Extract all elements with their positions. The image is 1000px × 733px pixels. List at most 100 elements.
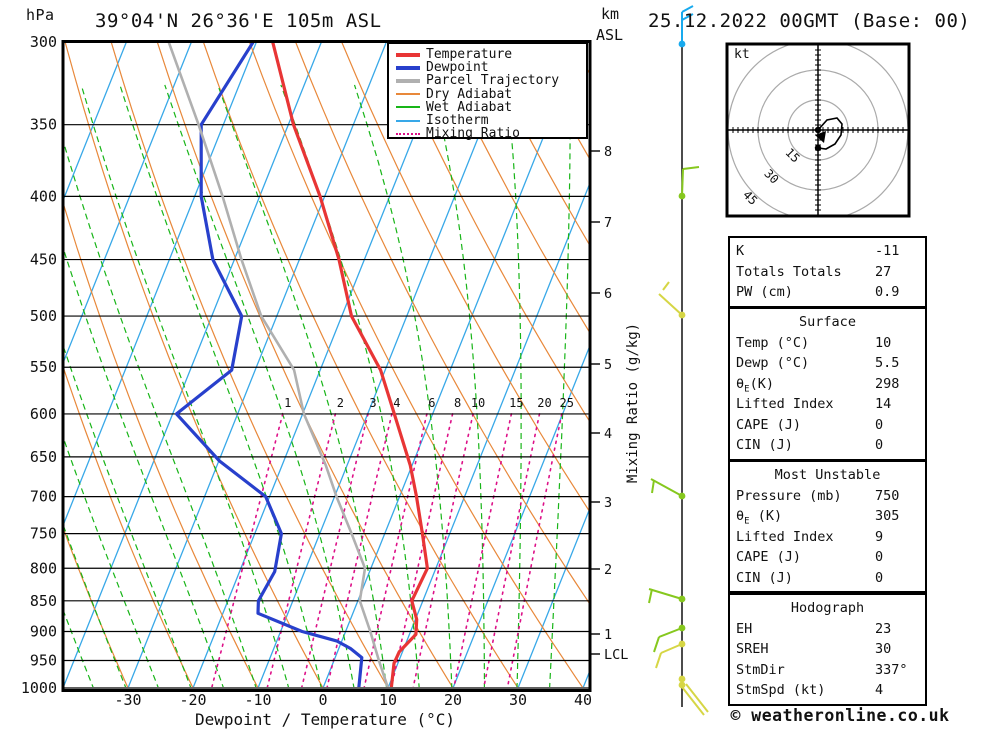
table-row-label: CIN (J) xyxy=(736,569,793,586)
legend-item-label: Mixing Ratio xyxy=(426,126,520,142)
table-row: θE(K) 298 xyxy=(730,374,925,395)
wind-barb-stroke xyxy=(648,588,653,604)
temp-tick-label: 0 xyxy=(318,691,327,709)
table-row-label: CAPE (J) xyxy=(736,549,802,565)
mixing-ratio-label: 2 xyxy=(337,396,344,410)
wet-adiabat-line xyxy=(64,437,159,687)
table-row-value: 298 xyxy=(875,375,900,392)
isotherm-line xyxy=(64,43,192,363)
mixing-ratio-label: 1 xyxy=(284,396,291,410)
legend-item: Dry Adiabat xyxy=(389,86,586,102)
km-tick-label: 3 xyxy=(604,495,612,511)
table-row-value: 0 xyxy=(875,437,884,453)
table-row-label: CAPE (J) xyxy=(736,416,802,433)
wind-barb xyxy=(658,281,686,319)
table-row-label: CIN (J) xyxy=(736,437,793,453)
wind-barb-stroke xyxy=(681,686,705,716)
dry-adiabat-line xyxy=(433,43,589,333)
pressure-tick-label: 750 xyxy=(30,525,57,543)
table-row: Dewp (°C) 5.5 xyxy=(730,353,925,374)
altitude-unit-km: km xyxy=(601,5,620,23)
mixing-ratio-line xyxy=(211,413,284,687)
table-row-label: θE(K) xyxy=(736,375,774,395)
wind-barb xyxy=(653,624,686,653)
table-row-value: 9 xyxy=(875,528,884,545)
legend-item: Mixing Ratio xyxy=(389,126,586,142)
mixing-ratio-label: 3 xyxy=(369,396,376,410)
table-row-value: 305 xyxy=(875,508,900,524)
hodograph-ring-label: 45 xyxy=(740,188,760,208)
mixing-ratio-label: 8 xyxy=(454,396,461,410)
table-row: CIN (J) 0 xyxy=(730,435,925,456)
table-row: CAPE (J) 0 xyxy=(730,547,925,568)
table-row: StmSpd (kt) 4 xyxy=(730,680,925,701)
table-row-value: 750 xyxy=(875,487,900,504)
wind-barb-stroke xyxy=(655,652,662,669)
table-row-label: Lifted Index xyxy=(736,396,834,412)
mixing-ratio-line xyxy=(483,413,541,687)
mixing-ratio-line xyxy=(266,413,337,687)
temperature-curve xyxy=(271,43,429,687)
km-tick-label: 8 xyxy=(604,144,612,160)
indices-box: Hodograph EH 23 SREH 30 StmDir 337° StmSpd (kt)… xyxy=(728,593,927,706)
wet-adiabat-line xyxy=(353,84,453,687)
indices-box: Most Unstable Pressure (mb) 750 θE (K) 305 Li… xyxy=(728,460,927,593)
table-row: CAPE (J) 0 xyxy=(730,415,925,436)
legend-item-label: Temperature xyxy=(426,47,513,63)
wind-barb-stroke xyxy=(658,627,683,638)
indices-box-header: Most Unstable xyxy=(774,467,881,483)
table-row: PW (cm) 0.9 xyxy=(730,282,925,303)
legend-line-sample xyxy=(396,65,420,70)
table-row-value: -11 xyxy=(875,243,900,259)
isotherm-line xyxy=(257,43,517,687)
hodograph-trace xyxy=(817,117,843,150)
pressure-tick-label: 900 xyxy=(30,622,57,640)
table-row-value: 0 xyxy=(875,549,884,565)
altitude-unit-asl: ASL xyxy=(596,26,624,44)
dry-adiabat-line xyxy=(64,43,324,687)
hodograph-border xyxy=(725,42,911,218)
legend: Temperature Dewpoint Parcel Trajectory Dry … xyxy=(387,42,588,142)
legend-item-label: Parcel Trajectory xyxy=(426,73,560,89)
km-tick-label: 4 xyxy=(604,426,612,442)
wind-barb-stroke xyxy=(681,168,684,197)
isotherm-line xyxy=(322,43,582,687)
table-row-value: 10 xyxy=(875,334,892,351)
pressure-tick-label: 350 xyxy=(30,116,57,134)
wind-barb-stroke xyxy=(681,13,694,21)
table-row-label: Totals Totals xyxy=(736,263,842,280)
table-row: SREH 30 xyxy=(730,639,925,660)
mixing-ratio-line xyxy=(412,413,474,687)
pressure-tick-label: 450 xyxy=(30,251,57,269)
mixing-ratio-line xyxy=(301,413,369,687)
table-row-value: 0 xyxy=(875,416,884,433)
pressure-tick-label: 700 xyxy=(30,488,57,506)
indices-box-header: Hodograph xyxy=(790,600,865,616)
table-row-label: Dewp (°C) xyxy=(736,355,810,371)
km-tick-label: 6 xyxy=(604,286,612,302)
legend-item: Wet Adiabat xyxy=(389,100,586,115)
legend-item-label: Dry Adiabat xyxy=(426,86,513,102)
legend-item-label: Isotherm xyxy=(426,113,489,129)
wind-barb xyxy=(650,478,686,500)
mixing-ratio-axis-label: Mixing Ratio (g/kg) xyxy=(625,322,641,484)
table-row-value: 27 xyxy=(875,263,892,280)
legend-item: Parcel Trajectory xyxy=(389,73,586,89)
hodograph-ring-label: 15 xyxy=(783,145,803,165)
indices-box-header: Surface xyxy=(799,314,856,330)
table-row: Lifted Index 9 xyxy=(730,527,925,548)
mixing-ratio-line xyxy=(390,413,454,687)
pressure-tick-label: 300 xyxy=(30,33,57,51)
pressure-tick-label: 400 xyxy=(30,187,57,205)
pressure-tick-label: 550 xyxy=(30,358,57,376)
legend-line-sample xyxy=(396,119,420,122)
legend-item-label: Dewpoint xyxy=(426,60,489,76)
hodograph-ring-label: 30 xyxy=(761,167,781,187)
legend-line-sample xyxy=(396,78,420,83)
table-row-label: EH xyxy=(736,620,753,637)
legend-item: Dewpoint xyxy=(389,60,586,76)
temp-tick-label: 20 xyxy=(444,691,462,709)
temp-tick-label: -10 xyxy=(244,691,271,709)
table-row-label: θE (K) xyxy=(736,508,783,527)
